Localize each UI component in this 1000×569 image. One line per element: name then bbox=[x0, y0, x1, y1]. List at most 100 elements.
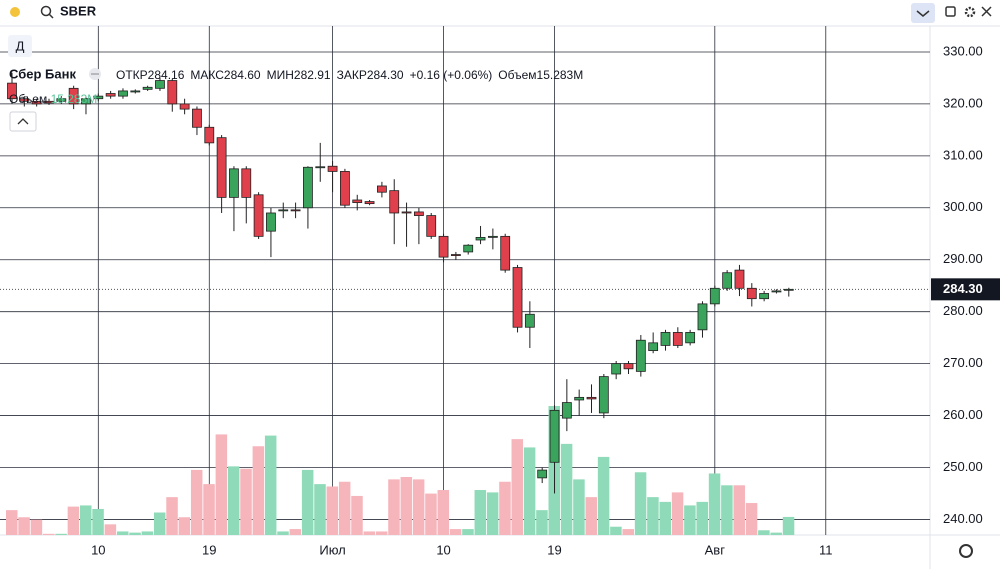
volume-bar bbox=[190, 469, 203, 535]
volume-bar bbox=[141, 531, 154, 535]
legend-label: Объем bbox=[498, 68, 537, 82]
candle-body bbox=[413, 211, 424, 216]
dropdown-button[interactable] bbox=[911, 3, 935, 23]
chevron bbox=[17, 118, 29, 125]
y-tick-label: 260.00 bbox=[943, 407, 983, 422]
volume-bar bbox=[166, 497, 178, 535]
search-icon[interactable] bbox=[40, 5, 52, 17]
candle-body bbox=[241, 168, 252, 198]
legend-label: ЗАКР bbox=[336, 68, 367, 82]
volume-bar bbox=[597, 456, 610, 535]
candle-body bbox=[586, 396, 597, 400]
volume-bar bbox=[18, 517, 30, 535]
volume-bar bbox=[203, 484, 215, 535]
x-tick-label: Июл bbox=[319, 542, 345, 557]
candle-body bbox=[512, 267, 523, 328]
y-tick-label: 250.00 bbox=[943, 459, 983, 474]
candle-body bbox=[364, 201, 375, 205]
candle-body bbox=[660, 332, 671, 346]
candle-body bbox=[192, 108, 202, 128]
volume-bar bbox=[610, 526, 622, 535]
volume-bar bbox=[696, 501, 708, 535]
x-tick-label: 11 bbox=[819, 542, 833, 557]
volume-bar bbox=[425, 493, 437, 535]
volume-bar bbox=[770, 532, 782, 535]
volume-legend: Объем 15.283M bbox=[9, 92, 97, 106]
legend-value: 282.91 bbox=[293, 68, 331, 82]
candle-body bbox=[376, 185, 387, 193]
legend-label: ОТКР bbox=[116, 68, 148, 82]
close-button[interactable] bbox=[981, 6, 992, 17]
volume-legend-label: Объем bbox=[9, 92, 48, 106]
y-tick-label: 330.00 bbox=[943, 43, 983, 58]
volume-bar bbox=[351, 495, 363, 535]
volume-legend-value: 15.283M bbox=[50, 92, 98, 106]
volume-bar bbox=[129, 532, 141, 535]
period-button[interactable] bbox=[8, 35, 32, 57]
volume-bar bbox=[412, 479, 425, 535]
candle-body bbox=[389, 190, 400, 214]
volume-bar bbox=[745, 503, 758, 535]
settings-button[interactable] bbox=[959, 544, 973, 558]
y-tick-label: 290.00 bbox=[943, 251, 983, 266]
candle-body bbox=[500, 235, 511, 271]
candle-body bbox=[722, 272, 733, 289]
x-tick-label: Авг bbox=[705, 542, 726, 557]
volume-bar bbox=[560, 443, 573, 535]
status-dot bbox=[10, 7, 20, 17]
settings-button[interactable] bbox=[964, 6, 976, 18]
candle-body bbox=[759, 293, 770, 300]
volume-bar bbox=[622, 529, 634, 535]
candle-body bbox=[672, 332, 683, 346]
candle-body bbox=[611, 363, 622, 375]
volume-bar bbox=[215, 434, 228, 535]
legend-value: 284.30 bbox=[366, 68, 404, 82]
volume-bar bbox=[314, 484, 326, 535]
candle-body bbox=[56, 98, 67, 102]
volume-bar bbox=[6, 510, 18, 535]
volume-bar bbox=[252, 446, 265, 535]
y-tick-label: 280.00 bbox=[943, 303, 983, 318]
symbol[interactable]: SBER bbox=[60, 3, 97, 18]
volume-bar bbox=[79, 505, 92, 535]
y-tick-label: 310.00 bbox=[943, 147, 983, 162]
y-tick-label: 320.00 bbox=[943, 95, 983, 110]
candle-body bbox=[81, 98, 91, 105]
volume-bar bbox=[289, 529, 302, 535]
volume-bar bbox=[671, 492, 684, 535]
candle-body bbox=[537, 469, 548, 479]
volume-bar bbox=[178, 517, 191, 535]
candle-body bbox=[290, 209, 301, 212]
instrument-name: Сбер Банк bbox=[9, 66, 76, 81]
collapse-button[interactable] bbox=[9, 111, 37, 132]
candle-body bbox=[155, 80, 165, 89]
volume-bar bbox=[523, 447, 536, 535]
candle-body bbox=[266, 212, 276, 232]
volume-bar bbox=[573, 479, 585, 535]
candle-body bbox=[524, 313, 535, 328]
volume-bar bbox=[153, 512, 166, 535]
candle-body bbox=[19, 98, 30, 102]
ohlc-legend: ОТКР284.16 МАКС284.60 МИН282.91 ЗАКР284.30 +… bbox=[116, 68, 589, 82]
last-price-tag bbox=[931, 278, 1000, 301]
candle-body bbox=[746, 287, 757, 300]
volume-bar bbox=[67, 506, 80, 535]
volume-bar bbox=[104, 524, 117, 535]
chevron bbox=[916, 10, 930, 17]
candle-body bbox=[253, 194, 264, 237]
candle-body bbox=[105, 93, 116, 97]
candle-body bbox=[44, 100, 54, 104]
volume-bar bbox=[708, 473, 721, 535]
candle-body bbox=[623, 363, 634, 370]
legend-value: 284.16 bbox=[147, 68, 185, 82]
volume-bar bbox=[733, 485, 745, 535]
candle-body bbox=[327, 165, 338, 172]
candle-body bbox=[7, 82, 17, 100]
legend-label: МАКС bbox=[190, 68, 224, 82]
candle-body bbox=[93, 95, 104, 100]
volume-bar bbox=[511, 439, 524, 535]
volume-bar bbox=[55, 533, 67, 535]
volume-bar bbox=[375, 531, 388, 535]
window-button[interactable] bbox=[945, 6, 956, 17]
